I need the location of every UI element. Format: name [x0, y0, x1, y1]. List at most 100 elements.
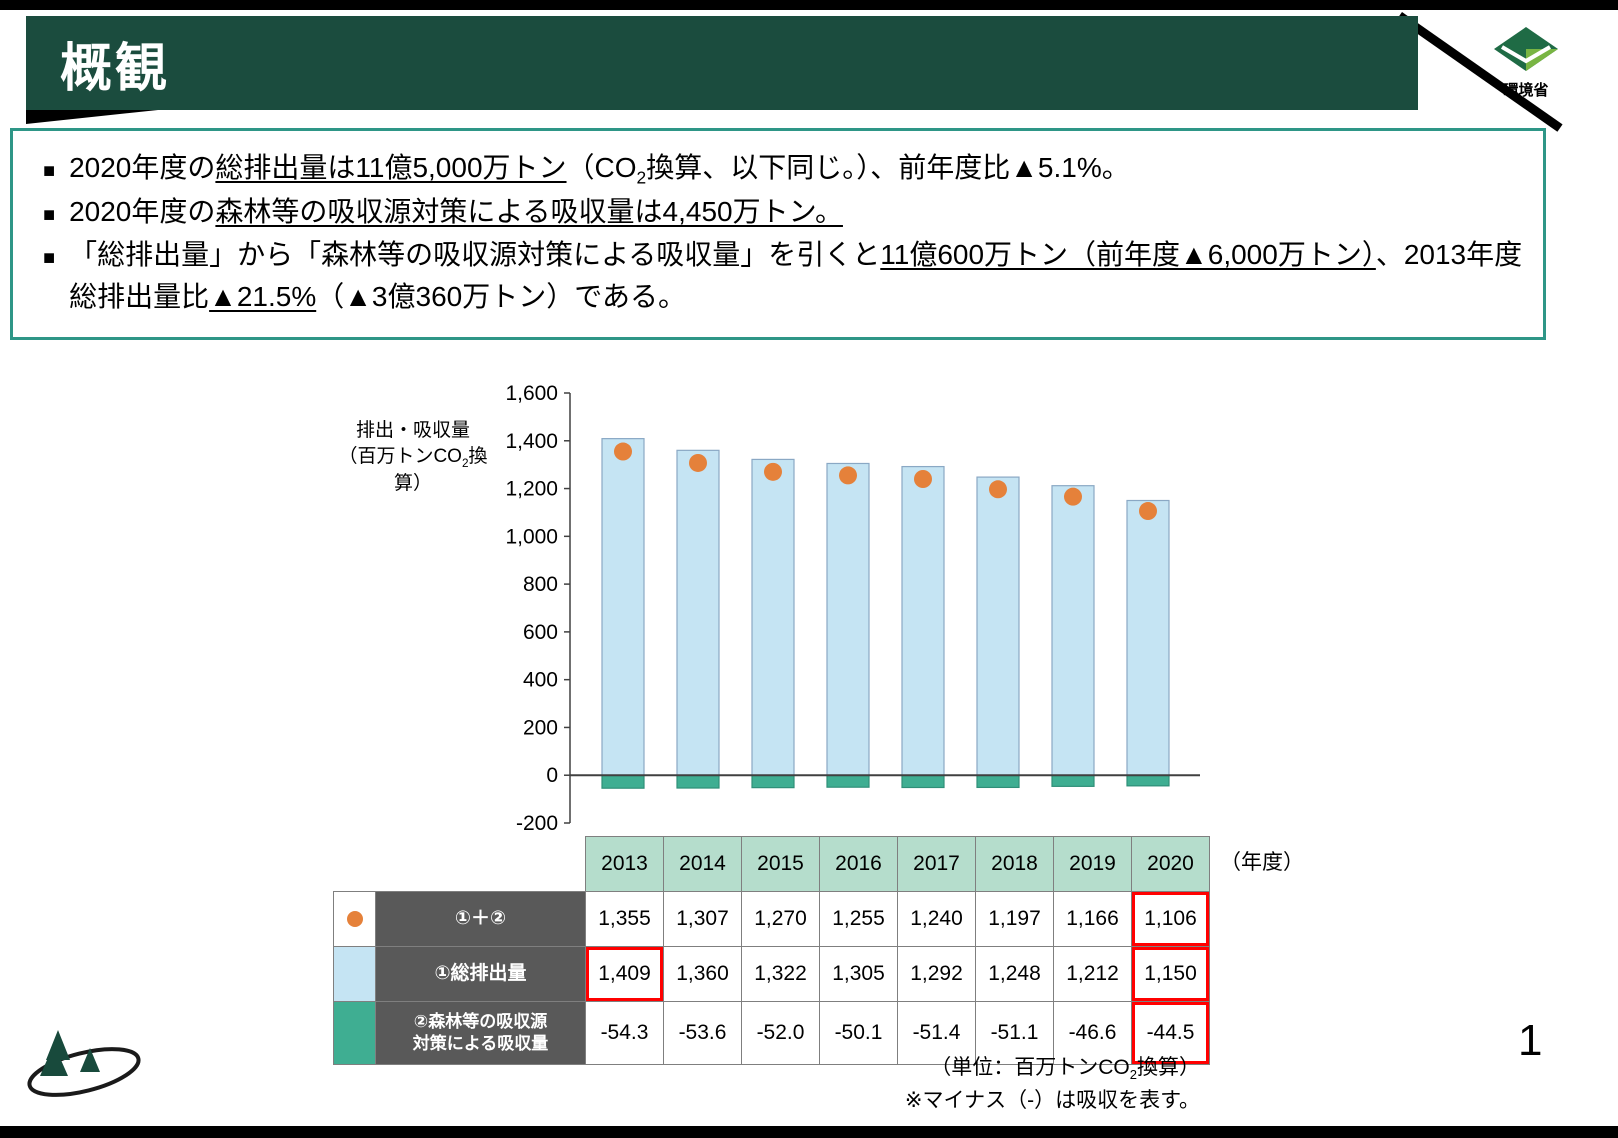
text-segment: （▲3億360万トン）である。 — [316, 281, 686, 313]
svg-text:600: 600 — [523, 621, 558, 644]
value-cell: -52.0 — [741, 1000, 820, 1065]
summary-bullet: ■ 2020年度の総排出量は11億5,000万トン（CO2換算、以下同じ。）、前年… — [43, 147, 1525, 191]
value-cell: -46.6 — [1053, 1000, 1132, 1065]
y-axis-label: 排出・吸収量 （百万トンCO2換算） — [328, 418, 498, 497]
legend-orange-dot-icon — [333, 890, 376, 947]
svg-text:1,400: 1,400 — [505, 430, 558, 453]
legend-blue-bar-icon — [333, 945, 376, 1002]
value-cell-highlighted: 1,409 — [585, 945, 664, 1002]
year-axis-label: （年度） — [1220, 851, 1304, 874]
svg-text:200: 200 — [523, 716, 558, 739]
series-label-cell: ②森林等の吸収源 対策による吸収量 — [375, 1000, 586, 1065]
text-segment: 換算） — [1137, 1056, 1200, 1079]
header-left-wedge-accent — [26, 110, 158, 124]
underlined-text: 森林等の吸収源対策による吸収量は4,450万トン。 — [215, 195, 843, 227]
table-notes: （単位：百万トンCO2換算） ※マイナス（-）は吸収を表す。 — [700, 1052, 1200, 1118]
year-header-cell: 2019 — [1053, 836, 1132, 892]
value-cell-highlighted: 1,106 — [1131, 890, 1210, 947]
series-label-cell: ①＋② — [375, 890, 586, 947]
year-header-cell: 2017 — [897, 836, 976, 892]
text-segment: 、2013年度総排出量比 — [69, 238, 1523, 313]
value-cell: 1,197 — [975, 890, 1054, 947]
underlined-text: ▲21.5% — [209, 281, 317, 313]
value-cell: 1,270 — [741, 890, 820, 947]
svg-text:-200: -200 — [516, 812, 558, 835]
bullet-text: 2020年度の総排出量は11億5,000万トン（CO2換算、以下同じ。）、前年度… — [69, 147, 1525, 191]
value-cell: -54.3 — [585, 1000, 664, 1065]
text-segment: （CO — [566, 152, 637, 183]
value-cell-highlighted: -44.5 — [1131, 1000, 1210, 1065]
value-cell: 1,292 — [897, 945, 976, 1002]
value-cell: 1,355 — [585, 890, 664, 947]
text-segment: 2020年度の — [69, 195, 216, 227]
value-cell: -50.1 — [819, 1000, 898, 1065]
text-segment: 2 — [1129, 1067, 1137, 1083]
underlined-text: 総排出量は11億5,000万トン — [215, 152, 567, 183]
text-segment: ※マイナス（-）は吸収を表す。 — [904, 1089, 1200, 1113]
bullet-square-icon: ■ — [43, 203, 56, 226]
emissions-absorption-chart: 1,600 1,400 1,200 1,000 800 600 400 200 0 -200 — [505, 382, 1200, 835]
table-row: ①総排出量 1,409 1,360 1,322 1,305 1,292 1,248 1,212… — [333, 945, 1210, 1002]
series-label-cell: ①総排出量 — [375, 945, 586, 1002]
header-banner — [26, 16, 1418, 110]
value-cell-highlighted: 1,150 — [1131, 945, 1210, 1002]
summary-bullet: ■ 「総排出量」から「森林等の吸収源対策による吸収量」を引くと11億600万トン（… — [43, 234, 1525, 319]
bullet-text: 2020年度の森林等の吸収源対策による吸収量は4,450万トン。 — [69, 191, 1525, 234]
value-cell: -51.4 — [897, 1000, 976, 1065]
bottom-black-bar — [0, 1126, 1618, 1138]
page-number: 1 — [1518, 1016, 1543, 1065]
y-axis-label-line1: 排出・吸収量 — [355, 420, 470, 441]
bullet-square-icon: ■ — [43, 246, 56, 269]
svg-text:1,000: 1,000 — [505, 525, 558, 548]
year-header-cell: 2018 — [975, 836, 1054, 892]
ministry-name: 環境省 — [1503, 82, 1549, 99]
svg-text:1,200: 1,200 — [505, 478, 558, 501]
value-cell: 1,212 — [1053, 945, 1132, 1002]
text-segment: 2 — [461, 456, 469, 470]
summary-bullet: ■ 2020年度の森林等の吸収源対策による吸収量は4,450万トン。 — [43, 191, 1525, 234]
text-segment: 「総排出量」から「森林等の吸収源対策による吸収量」を引くと — [69, 238, 881, 270]
summary-list: ■ 2020年度の総排出量は11億5,000万トン（CO2換算、以下同じ。）、前年… — [43, 147, 1525, 319]
value-cell: 1,305 — [819, 945, 898, 1002]
year-header-cell: 2015 — [741, 836, 820, 892]
year-header-cell: 2014 — [663, 836, 742, 892]
text-segment: 2 — [636, 167, 647, 188]
value-cell: 1,322 — [741, 945, 820, 1002]
top-black-bar — [0, 0, 1618, 10]
value-cell: 1,166 — [1053, 890, 1132, 947]
table-header-spacer — [334, 837, 586, 892]
table-row: ①＋② 1,355 1,307 1,270 1,255 1,240 1,197 1,166 1,… — [333, 890, 1210, 947]
value-cell: 1,240 — [897, 890, 976, 947]
ministry-emblem-icon — [1493, 27, 1559, 76]
bullet-square-icon: ■ — [43, 160, 56, 182]
ministry-logo: 環境省 — [1478, 26, 1574, 100]
text-segment: （百万トンCO — [338, 445, 462, 467]
value-cell: -51.1 — [975, 1000, 1054, 1065]
svg-text:400: 400 — [523, 669, 558, 692]
svg-text:800: 800 — [523, 573, 558, 596]
svg-text:1,600: 1,600 — [505, 382, 558, 405]
value-cell: 1,360 — [663, 945, 742, 1002]
value-cell: 1,248 — [975, 945, 1054, 1002]
data-table: 2013 2014 2015 2016 2017 2018 2019 2020 ①＋② 1,355… — [333, 836, 1210, 1065]
page-title: 概観 — [60, 40, 171, 98]
text-segment: 2020年度の — [69, 152, 216, 183]
minus-note: ※マイナス（-）は吸収を表す。 — [700, 1085, 1200, 1118]
unit-note: （単位：百万トンCO2換算） — [700, 1052, 1200, 1085]
svg-text:0: 0 — [546, 764, 558, 787]
table-row: ②森林等の吸収源 対策による吸収量 -54.3 -53.6 -52.0 -50.1 -51.… — [333, 1000, 1210, 1065]
data-table-wrap: 2013 2014 2015 2016 2017 2018 2019 2020 ①＋② 1,355… — [333, 836, 1210, 1065]
text-segment: 換算、以下同じ。）、前年度比▲5.1%。 — [646, 152, 1130, 183]
value-cell: 1,307 — [663, 890, 742, 947]
orange-dot-icon — [346, 910, 363, 927]
text-segment: 換算） — [393, 445, 488, 495]
value-cell: 1,255 — [819, 890, 898, 947]
text-segment: （単位：百万トンCO — [930, 1056, 1130, 1079]
year-header-cell: 2016 — [819, 836, 898, 892]
value-cell: -53.6 — [663, 1000, 742, 1065]
y-axis-label-line2: （百万トンCO2換算） — [328, 444, 498, 497]
year-header-cell: 2013 — [585, 836, 664, 892]
legend-green-bar-icon — [333, 1000, 376, 1065]
year-header-cell: 2020 — [1131, 836, 1210, 892]
underlined-text: 11億600万トン（前年度▲6,000万トン） — [880, 238, 1376, 270]
